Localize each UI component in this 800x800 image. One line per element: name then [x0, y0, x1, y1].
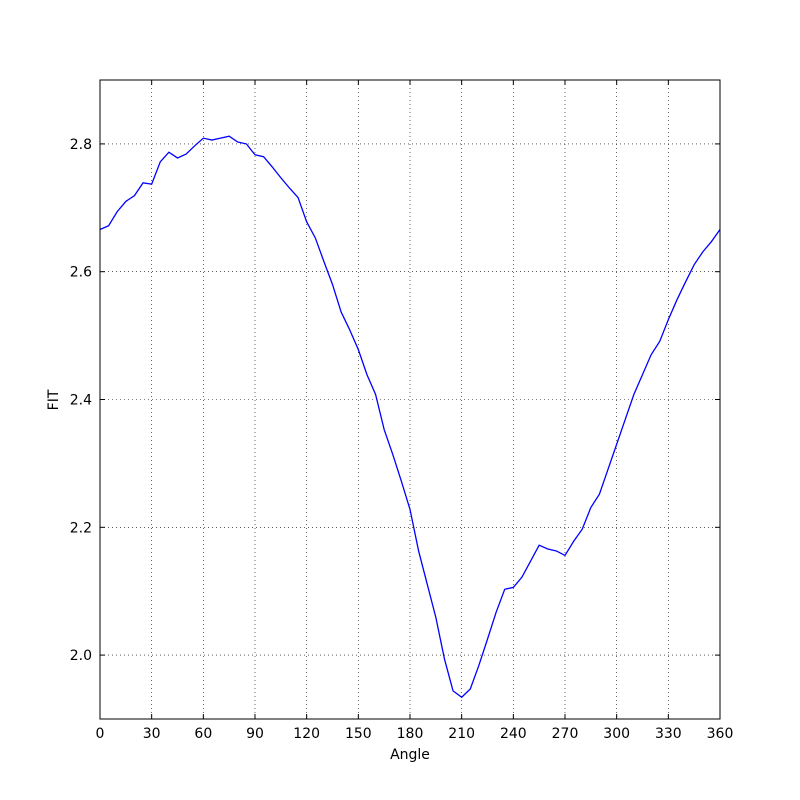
x-tick-label: 240 — [500, 726, 527, 742]
x-tick-label: 210 — [448, 726, 475, 742]
y-tick-label: 2.6 — [70, 265, 92, 281]
y-tick-label: 2.8 — [70, 137, 92, 153]
y-tick-label: 2.0 — [70, 648, 92, 664]
x-tick-label: 360 — [707, 726, 734, 742]
x-tick-label: 0 — [96, 726, 105, 742]
x-tick-label: 60 — [194, 726, 212, 742]
x-tick-label: 330 — [655, 726, 682, 742]
x-tick-label: 30 — [143, 726, 161, 742]
plot-frame — [99, 79, 721, 720]
x-axis-label: Angle — [390, 747, 430, 763]
y-tick-label: 2.2 — [70, 520, 92, 536]
y-axis-label: FIT — [46, 389, 62, 410]
x-tick-label: 90 — [246, 726, 264, 742]
x-tick-label: 120 — [293, 726, 320, 742]
x-tick-label: 180 — [397, 726, 424, 742]
y-tick-label: 2.4 — [70, 393, 92, 409]
data-line — [99, 135, 721, 699]
x-tick-label: 150 — [345, 726, 372, 742]
x-tick-label: 300 — [603, 726, 630, 742]
x-tick-label: 270 — [552, 726, 579, 742]
